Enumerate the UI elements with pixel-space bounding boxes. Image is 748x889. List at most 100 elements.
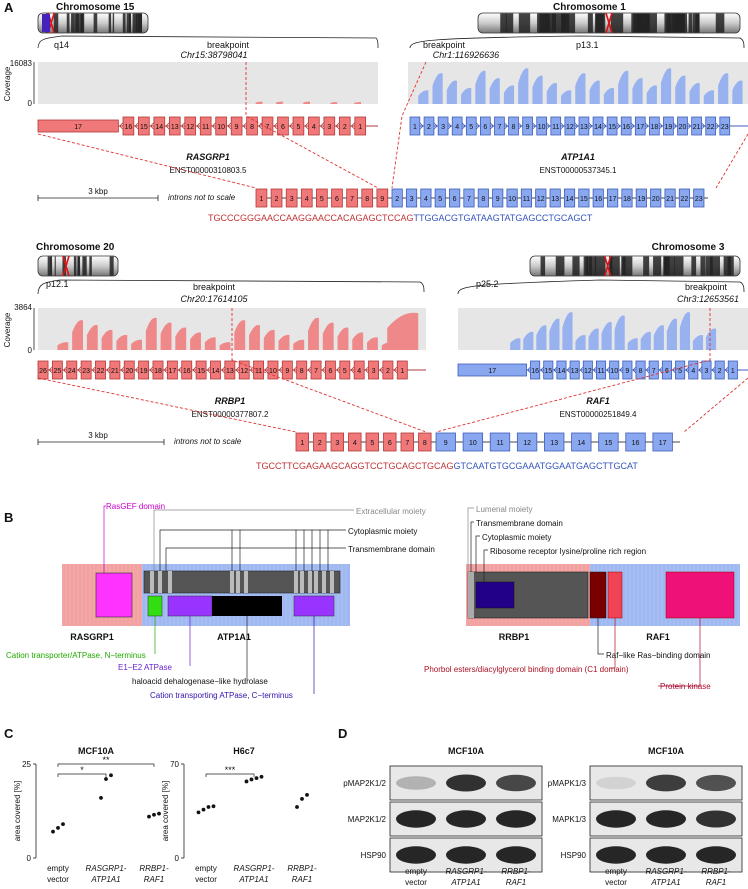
chart-mcf10a-point [51, 829, 55, 834]
chr15-ideogram-band [74, 13, 80, 33]
chr1-ideogram-band [562, 13, 576, 33]
blot-1-row-label: HSP90 [361, 851, 387, 860]
seq-left-1: TGCCCGGGAACCAAGGAACCACAGAGCTCCAG [208, 213, 414, 223]
fusion-model-1-exon-right [391, 188, 403, 208]
gene-model-rrbp1-exon-label: 11 [255, 368, 262, 375]
leader-lumenal [467, 507, 474, 572]
blot-1-lane-label: RRBP1- [501, 867, 531, 876]
fusion-model-2-exon-left-label: 2 [318, 440, 322, 447]
fusion-model-1-exon-left [346, 188, 358, 208]
fusion-model-1-exon-right-label: 17 [609, 196, 617, 203]
transmembrane-segment [314, 571, 318, 593]
fusion-model-2-exon-right [435, 432, 456, 452]
chart-mcf10a-bracket [57, 763, 155, 767]
gene-model-atp1a1-arrow [574, 122, 579, 130]
label-cytoplasmic-l: Cytoplasmic moiety [348, 527, 417, 536]
gene-model-rasgrp1-exon-label: 12 [186, 124, 194, 131]
gene-model-atp1a1-exon [578, 116, 590, 136]
transmembrane-segment [244, 571, 248, 593]
gene-model-atp1a1-exon [719, 116, 731, 136]
gene-model-rasgrp1-exon [308, 116, 320, 136]
breakpoint-label-chr20: breakpoint [193, 282, 236, 292]
breakpoint-line-6 [37, 377, 297, 433]
gene-model-raf1-arrow [619, 366, 624, 374]
gene-b-raf1: RAF1 [646, 632, 670, 642]
fusion-model-1-exon-left [331, 188, 343, 208]
chr20-ideogram-band [62, 256, 66, 276]
chart-mcf10a-point [61, 822, 65, 827]
gene-model-atp1a1-exon [480, 116, 491, 136]
gene-model-rasgrp1-exon-label: 7 [266, 124, 270, 131]
blot-1-lane-label: vector [405, 878, 427, 887]
chr15-ideogram [37, 12, 149, 34]
gene-model-atp1a1-exon-label: 11 [552, 124, 559, 131]
panel-a-geometry: 17 16 15 14 13 12 11 10 9 8 7 6 5 4 3 2 1 1 2 3 4 5 6 7 8 9 10 11 12… [33, 12, 748, 452]
gene-model-rrbp1-exon [66, 360, 78, 380]
chr20-ideogram-band [89, 256, 91, 276]
gene-model-rasgrp1-exon-label: 9 [235, 124, 239, 131]
gene-model-atp1a1-exon [494, 116, 505, 136]
chart-mcf10a-x-label: RASGRP1- [86, 864, 127, 873]
cov-rrbp1-signal [38, 312, 426, 350]
coverage-max-2: 3864 [14, 303, 32, 312]
blot-1-band [496, 810, 536, 828]
gene-model-raf1-exon-label: 5 [678, 368, 682, 375]
fusion-model-1-exon-right-label: 22 [681, 196, 689, 203]
gene-model-atp1a1-arrow [673, 122, 678, 130]
gene-model-rrbp1-exon-label: 7 [314, 368, 318, 375]
chr15-ideogram-band [93, 13, 98, 33]
chart-h6c7-point [201, 807, 206, 812]
domain-ribosome [475, 581, 515, 609]
chr1-ideogram-band [518, 13, 531, 33]
gene-model-raf1-exon [622, 360, 633, 380]
gene-model-rrbp1-arrow [134, 366, 139, 374]
chromosome-20-band: p12.1 [46, 279, 69, 289]
fusion-model-1-exon-left [376, 188, 389, 208]
gene-model-raf1: 17 16 15 14 13 12 11 10 9 8 7 6 5 4 3 2 1 [457, 360, 748, 380]
domain-raf-like [589, 571, 607, 619]
coverage-axis-label-2: Coverage [3, 312, 12, 347]
gene-model-raf1-exon-label: 2 [718, 368, 722, 375]
chr3-ideogram-band [723, 256, 732, 276]
chr3-ideogram-band [540, 256, 546, 276]
fusion-model-1-exon-right [592, 188, 604, 208]
gene-model-rrbp1-arrow [149, 366, 154, 374]
leader-raf-like [597, 618, 604, 655]
gene-model-rrbp1-exon [181, 360, 193, 380]
chr15-ideogram-band [53, 13, 59, 33]
gene-model-atp1a1-exon [620, 116, 632, 136]
fusion-model-2-exon-left [313, 432, 327, 452]
cov-rasgrp1-bg [38, 62, 378, 104]
gene-model-atp1a1-exon [409, 116, 421, 136]
domain-e1e2 [167, 595, 213, 617]
transmembrane-segment [168, 571, 172, 593]
gene-model-rrbp1-exon-label: 20 [125, 368, 133, 375]
label-cation-c: Cation transporting ATPase, C−terminus [150, 691, 293, 700]
seq-right-2: GTCAATGTGCGAAATGGAATGAGCTTGCAT [454, 461, 639, 471]
fusion2-group: Chromosome 20 p12.1 Chromosome 3 p25.2 b… [3, 242, 739, 471]
gene-model-rasgrp1-arrow [165, 122, 170, 130]
gene-model-atp1a1-arrow [518, 122, 523, 130]
gene-model-rrbp1-arrow [307, 366, 312, 374]
transcript-atp1a1: ENST00000537345.1 [540, 166, 618, 175]
panel-c-label: C [4, 726, 14, 741]
chr20-ideogram-band [84, 256, 87, 276]
brace-chr15 [37, 35, 379, 49]
fusion-model-1-exon-right [549, 188, 561, 208]
chart-mcf10a-point [99, 795, 103, 800]
fusion-sequence-1: TGCCCGGGAACCAAGGAACCACAGAGCTCCAGTTGGACGT… [208, 213, 593, 223]
chr15-ideogram-band [135, 13, 139, 33]
gene-model-atp1a1-exon-label: 5 [469, 124, 473, 131]
scale-note-1: introns not to scale [168, 193, 236, 202]
gene-model-raf1-exon [530, 360, 541, 380]
chart-h6c7-x-label: vector [195, 875, 217, 884]
chr3-ideogram-band [709, 256, 720, 276]
gene-model-raf1-exon [648, 360, 659, 380]
gene-model-rrbp1-exon-label: 8 [300, 368, 304, 375]
fusion-model-1-exon-right [607, 188, 619, 208]
chr1-ideogram-band [641, 13, 650, 33]
gene-model-raf1-exon [727, 360, 738, 380]
gene-model-atp1a1-exon-label: 18 [650, 124, 658, 131]
chr3-ideogram-band [622, 256, 633, 276]
gene-model-atp1a1-exon [536, 116, 548, 136]
